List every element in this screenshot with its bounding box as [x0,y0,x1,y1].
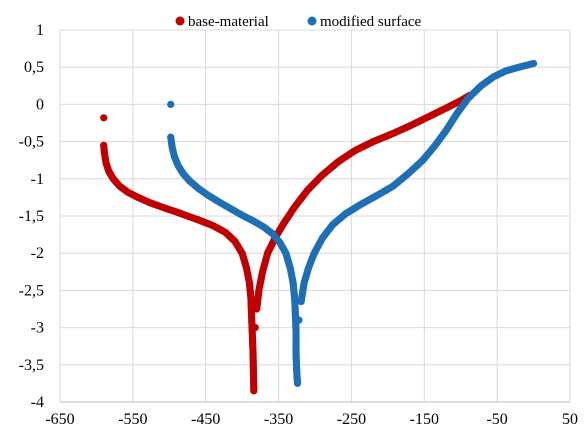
x-tick-label: -450 [191,411,220,428]
legend-label-base-material: base-material [188,14,269,30]
x-tick-label: -350 [264,411,293,428]
y-tick-label: -2,5 [19,282,44,299]
data-point [251,324,259,332]
data-point [100,114,108,122]
y-tick-label: -0,5 [19,134,44,151]
series-base-material [100,91,474,395]
y-tick-label: -3,5 [19,357,44,374]
axes: -650 -550 -450 -350 -250 -150 -50 50 1 0,5 0 -0,5 -1… [19,22,578,428]
y-tick-label: -1 [31,171,44,188]
y-tick-label: 1 [36,22,44,39]
series-modified-surface [167,59,538,387]
legend-marker-base-material [175,16,185,26]
x-tick-label: -550 [118,411,147,428]
grid [59,29,571,403]
y-tick-label: -4 [31,394,44,411]
x-tick-label: 50 [562,411,578,428]
y-tick-label: -2 [31,245,44,262]
data-point [167,100,175,108]
x-tick-label: -50 [486,411,507,428]
y-tick-label: -3 [31,320,44,337]
data-point [529,59,538,68]
y-tick-label: -1,5 [19,208,44,225]
x-tick-label: -650 [45,411,74,428]
x-tick-label: -150 [410,411,439,428]
legend: base-material modified surface [175,14,422,30]
data-point [250,387,258,395]
legend-marker-modified-surface [307,16,317,26]
y-tick-label: 0 [36,96,44,113]
x-tick-label: -250 [337,411,366,428]
data-point [295,316,303,324]
y-tick-label: 0,5 [24,59,44,76]
data-points [100,59,538,395]
data-point [293,379,302,387]
legend-label-modified-surface: modified surface [320,14,422,30]
